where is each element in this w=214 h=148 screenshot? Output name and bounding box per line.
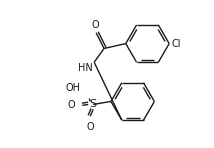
Text: O: O [68, 100, 75, 110]
Text: O: O [86, 122, 94, 132]
Text: Cl: Cl [171, 39, 181, 49]
Text: S: S [90, 99, 97, 109]
Text: OH: OH [65, 83, 80, 93]
Text: O: O [91, 20, 99, 30]
Text: HN: HN [79, 63, 93, 73]
